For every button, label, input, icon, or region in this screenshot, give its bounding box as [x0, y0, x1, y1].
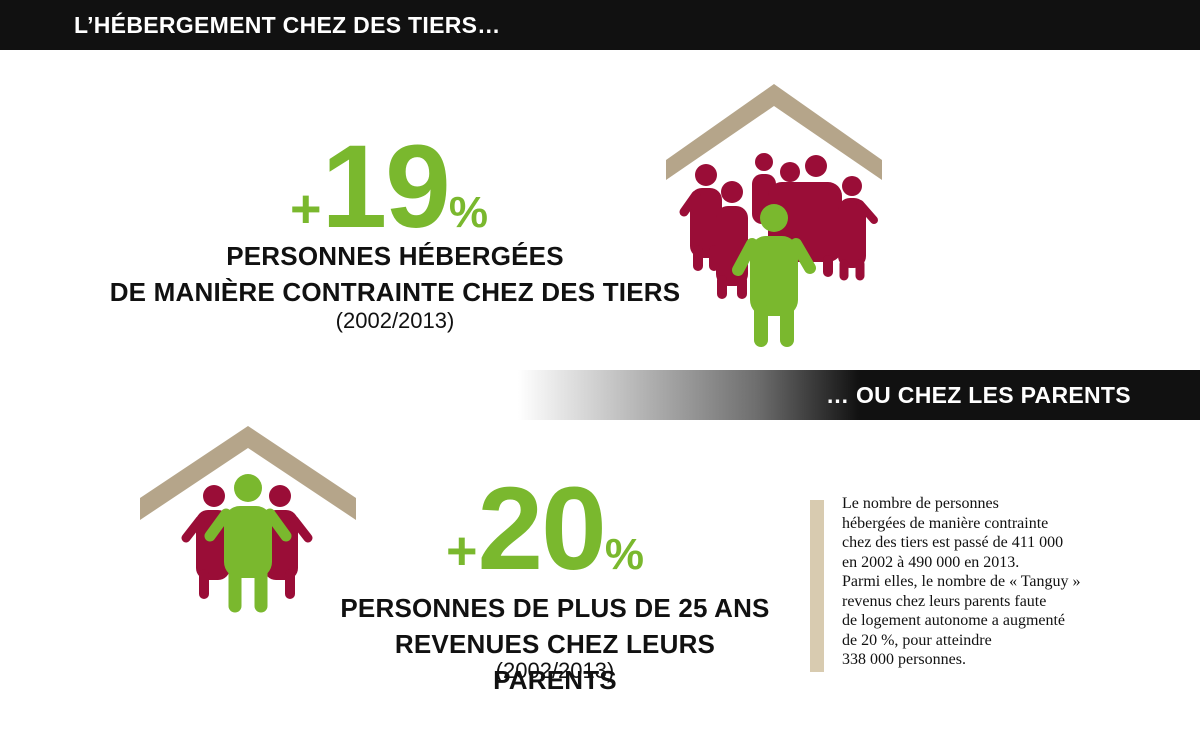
side-note-line: de 20 %, pour atteindre — [842, 631, 992, 649]
stat1-period: (2002/2013) — [335, 308, 455, 333]
top-banner — [0, 0, 500, 50]
stat1-caption-line1: PERSONNES HÉBERGÉES — [226, 241, 564, 271]
side-note: Le nombre de personnes hébergées de mani… — [842, 494, 1142, 670]
stat1-value: 19 — [321, 121, 451, 253]
side-note-bar — [810, 500, 824, 672]
side-note-line: de logement autonome a augmenté — [842, 612, 1066, 629]
side-note-line: 338 000 personnes. — [842, 651, 966, 668]
house-with-family-icon — [140, 426, 356, 613]
side-note-line: en 2002 à 490 000 en 2013. — [842, 553, 1020, 571]
stat2-plus: + — [446, 521, 478, 581]
side-note-line: Parmi elles, le nombre de « Tanguy » — [842, 573, 1081, 590]
mid-banner — [518, 370, 1200, 420]
stat2-period: (2002/2013) — [495, 658, 615, 683]
stat2-caption-line2: REVENUES CHEZ LEURS PARENTS — [394, 629, 716, 695]
mid-banner-title: … OU CHEZ LES PARENTS — [826, 382, 1131, 408]
top-banner-title: L’HÉBERGEMENT CHEZ DES TIERS… — [74, 12, 501, 38]
side-note-line: chez des tiers est passé de 411 000 — [842, 534, 1064, 551]
stat2-value: 20 — [477, 463, 607, 595]
stat2-unit: % — [604, 530, 644, 579]
house-with-crowd-icon — [666, 84, 882, 347]
stat1-unit: % — [448, 188, 488, 237]
side-note-line: Le nombre de personnes — [842, 495, 999, 512]
stat1-caption: PERSONNES HÉBERGÉES DE MANIÈRE CONTRAINT… — [100, 238, 690, 310]
stat2-figure: +20% — [446, 470, 644, 588]
side-note-line: hébergées de manière contrainte — [842, 514, 1049, 532]
stat2-caption-line1: PERSONNES DE PLUS DE 25 ANS — [340, 593, 770, 623]
stat1-plus: + — [290, 179, 322, 239]
top-banner-tail — [500, 0, 1200, 50]
stat2-caption: PERSONNES DE PLUS DE 25 ANS REVENUES CHE… — [330, 590, 780, 698]
side-note-line: revenus chez leurs parents faute — [842, 592, 1047, 610]
stat1-figure: +19% — [290, 128, 488, 246]
stat1-caption-line2: DE MANIÈRE CONTRAINTE CHEZ DES TIERS — [109, 277, 681, 307]
